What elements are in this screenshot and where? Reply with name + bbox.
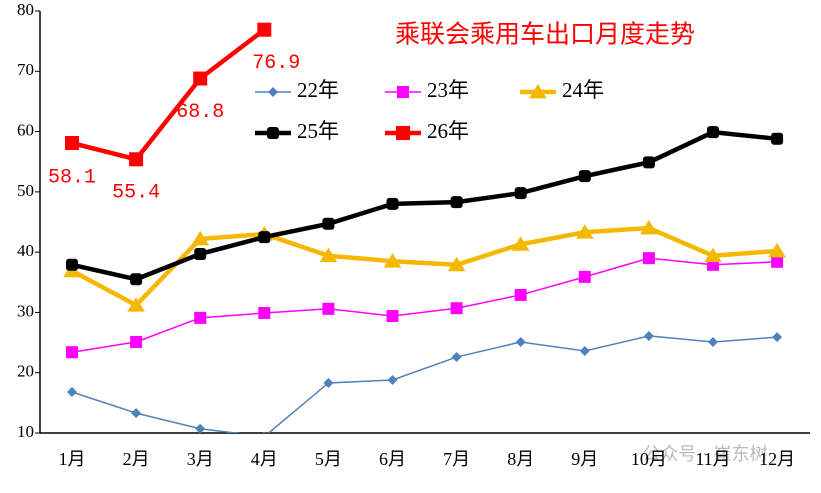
watermark: 公众号 · 崔东树	[642, 444, 767, 465]
x-tick-label: 7月	[443, 449, 470, 469]
marker	[267, 127, 279, 139]
marker	[386, 310, 399, 323]
marker	[396, 126, 410, 140]
marker	[195, 423, 206, 433]
data-label: 58.1	[48, 166, 96, 189]
marker	[322, 217, 335, 230]
marker	[65, 136, 79, 151]
y-tick-label: 60	[17, 120, 34, 139]
marker	[131, 408, 142, 419]
series-line	[71, 129, 778, 282]
marker	[262, 431, 266, 433]
marker	[194, 311, 207, 324]
marker	[257, 22, 272, 37]
marker	[447, 256, 466, 272]
marker	[529, 84, 547, 99]
legend-label: 23年	[427, 78, 469, 102]
series-line	[71, 335, 778, 433]
marker	[578, 170, 591, 183]
marker	[323, 377, 334, 388]
x-tick-label: 8月	[507, 449, 534, 469]
marker	[704, 247, 722, 263]
marker	[640, 220, 658, 235]
marker	[193, 71, 208, 86]
legend-label: 24年	[562, 78, 604, 102]
marker	[319, 247, 338, 263]
marker	[450, 302, 463, 315]
y-tick-label: 30	[17, 301, 34, 320]
x-tick-label: 12月	[759, 449, 795, 469]
marker	[578, 270, 591, 283]
y-tick-label: 50	[17, 181, 34, 200]
y-tick-label: 70	[17, 60, 34, 79]
marker	[514, 288, 527, 301]
plot-area	[63, 22, 786, 433]
marker	[268, 87, 278, 97]
marker	[127, 297, 145, 312]
marker	[322, 302, 335, 315]
marker	[768, 242, 786, 258]
legend-label: 22年	[297, 78, 339, 102]
marker	[130, 273, 143, 286]
marker	[771, 132, 784, 145]
marker	[515, 336, 526, 347]
marker	[66, 258, 78, 271]
x-tick-label: 6月	[379, 449, 406, 469]
series-line	[71, 257, 778, 353]
marker	[66, 346, 78, 359]
data-label: 55.4	[112, 182, 160, 205]
x-tick-label: 9月	[571, 449, 598, 469]
x-tick-label: 11月	[695, 449, 730, 469]
series-line	[70, 225, 778, 308]
chart-title: 乘联会乘用车出口月度走势	[395, 21, 695, 49]
x-tick-label: 5月	[315, 449, 342, 469]
marker	[579, 346, 590, 357]
marker	[771, 255, 784, 268]
marker	[386, 197, 399, 210]
marker	[708, 336, 718, 347]
marker	[383, 253, 402, 268]
marker	[130, 335, 143, 348]
marker	[772, 332, 783, 343]
x-tick-label: 10月	[631, 449, 667, 469]
marker	[258, 231, 271, 244]
marker	[258, 307, 271, 320]
x-tick-label: 2月	[123, 449, 150, 469]
marker	[642, 252, 655, 265]
marker	[191, 230, 209, 246]
data-label: 76.9	[252, 52, 300, 75]
legend-label: 25年	[297, 119, 339, 143]
legend-label: 26年	[427, 119, 469, 143]
x-tick-label: 3月	[187, 449, 214, 469]
marker	[643, 330, 654, 341]
data-label: 68.8	[176, 101, 224, 124]
marker	[511, 236, 530, 251]
x-tick-label: 4月	[251, 449, 278, 469]
y-tick-label: 10	[17, 422, 34, 441]
marker	[387, 374, 398, 385]
x-tick-label: 1月	[59, 449, 86, 469]
y-tick-label: 40	[17, 241, 34, 260]
marker	[194, 247, 207, 260]
marker	[642, 156, 655, 169]
y-tick-label: 80	[17, 0, 34, 19]
marker	[397, 86, 409, 98]
marker	[450, 196, 463, 209]
series-line	[71, 27, 266, 162]
marker	[67, 387, 77, 398]
marker	[129, 152, 144, 167]
marker	[576, 224, 594, 239]
marker	[514, 187, 527, 200]
y-tick-label: 20	[17, 362, 34, 381]
marker	[451, 352, 462, 363]
marker	[707, 126, 719, 139]
